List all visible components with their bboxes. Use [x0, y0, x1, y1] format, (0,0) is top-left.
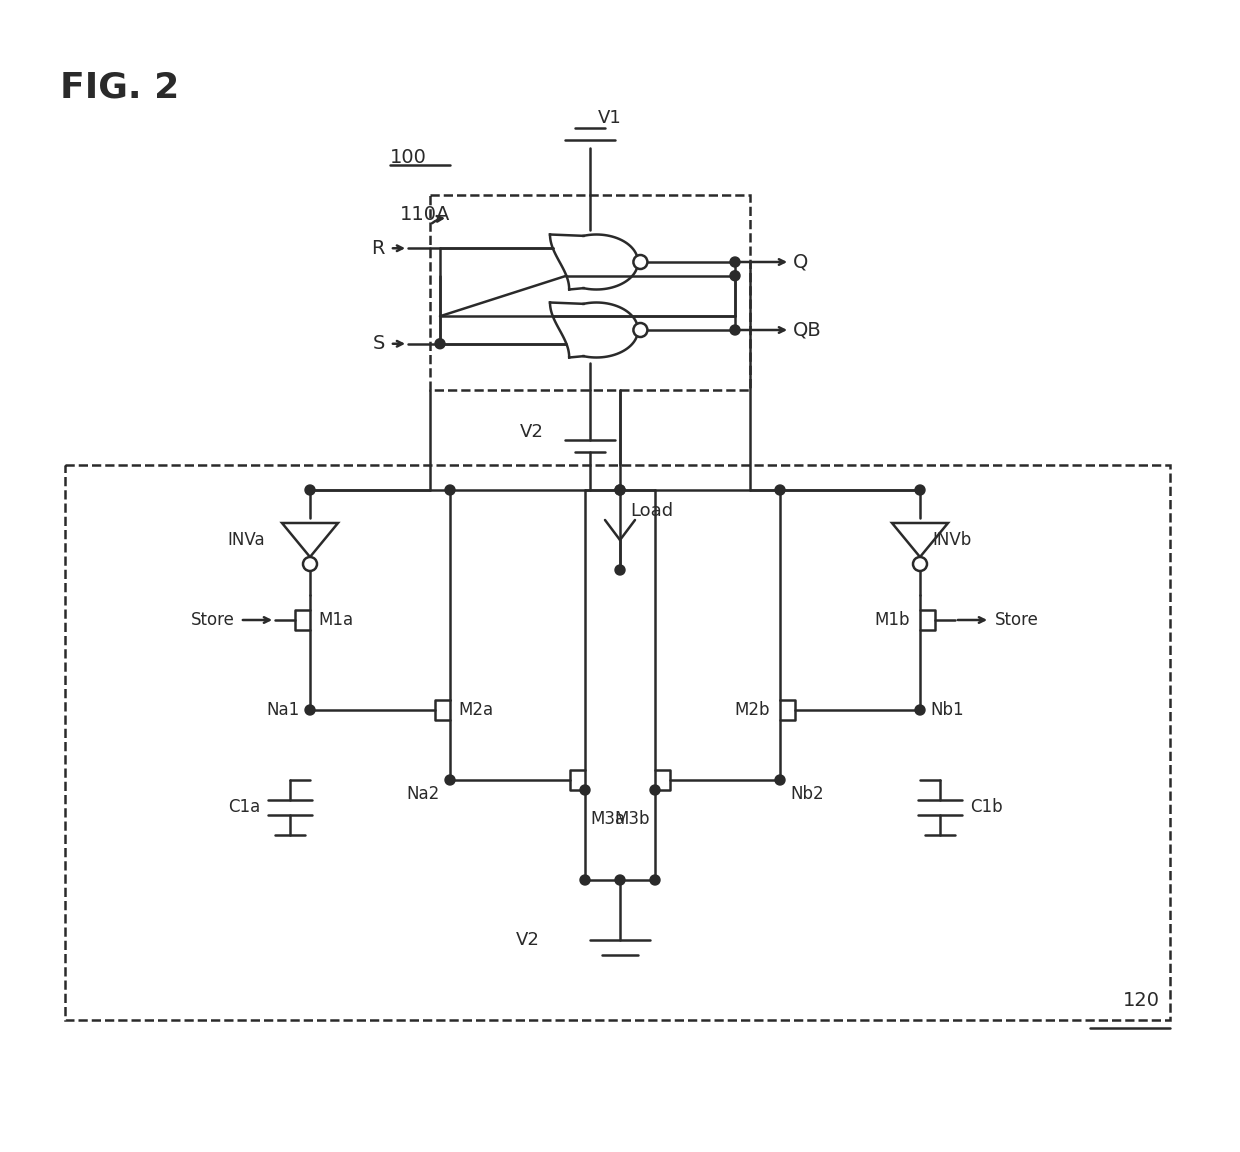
Text: C1a: C1a [228, 798, 260, 816]
Text: R: R [372, 238, 384, 258]
Text: Load: Load [630, 502, 673, 520]
Circle shape [775, 775, 785, 785]
Circle shape [730, 271, 740, 281]
Text: Nb1: Nb1 [930, 702, 963, 719]
Text: M2a: M2a [458, 702, 494, 719]
Circle shape [634, 323, 647, 338]
Circle shape [615, 876, 625, 885]
Text: V1: V1 [598, 109, 621, 127]
Text: S: S [373, 334, 384, 354]
Circle shape [615, 485, 625, 495]
Circle shape [615, 564, 625, 575]
Text: FIG. 2: FIG. 2 [60, 70, 180, 104]
Bar [64, 465, 1171, 1020]
Circle shape [730, 257, 740, 267]
Text: M3b: M3b [615, 810, 650, 828]
Bar [430, 195, 750, 391]
Circle shape [445, 775, 455, 785]
Circle shape [615, 485, 625, 495]
Text: Q: Q [794, 252, 808, 272]
Circle shape [303, 558, 317, 571]
Text: M2b: M2b [734, 702, 770, 719]
Circle shape [445, 485, 455, 495]
Text: 100: 100 [391, 147, 427, 167]
Text: M1b: M1b [874, 611, 910, 629]
Circle shape [580, 876, 590, 885]
Circle shape [650, 785, 660, 795]
Text: M3a: M3a [590, 810, 625, 828]
Text: INVa: INVa [227, 531, 265, 550]
Circle shape [580, 785, 590, 795]
Circle shape [305, 485, 315, 495]
Text: 110A: 110A [401, 205, 450, 223]
Text: INVb: INVb [932, 531, 971, 550]
Text: V2: V2 [520, 423, 544, 441]
Text: Na1: Na1 [267, 702, 300, 719]
Circle shape [913, 558, 928, 571]
Text: Na2: Na2 [407, 785, 440, 803]
Text: Store: Store [994, 611, 1039, 629]
Circle shape [775, 485, 785, 495]
Circle shape [435, 339, 445, 349]
Text: V2: V2 [516, 931, 539, 949]
Text: QB: QB [794, 320, 822, 340]
Circle shape [650, 876, 660, 885]
Text: Nb2: Nb2 [790, 785, 823, 803]
Circle shape [305, 705, 315, 715]
Circle shape [915, 705, 925, 715]
Circle shape [730, 325, 740, 335]
Circle shape [634, 255, 647, 270]
Circle shape [915, 485, 925, 495]
Text: 120: 120 [1123, 991, 1159, 1010]
Text: Store: Store [191, 611, 236, 629]
Text: M1a: M1a [317, 611, 353, 629]
Text: C1b: C1b [970, 798, 1003, 816]
